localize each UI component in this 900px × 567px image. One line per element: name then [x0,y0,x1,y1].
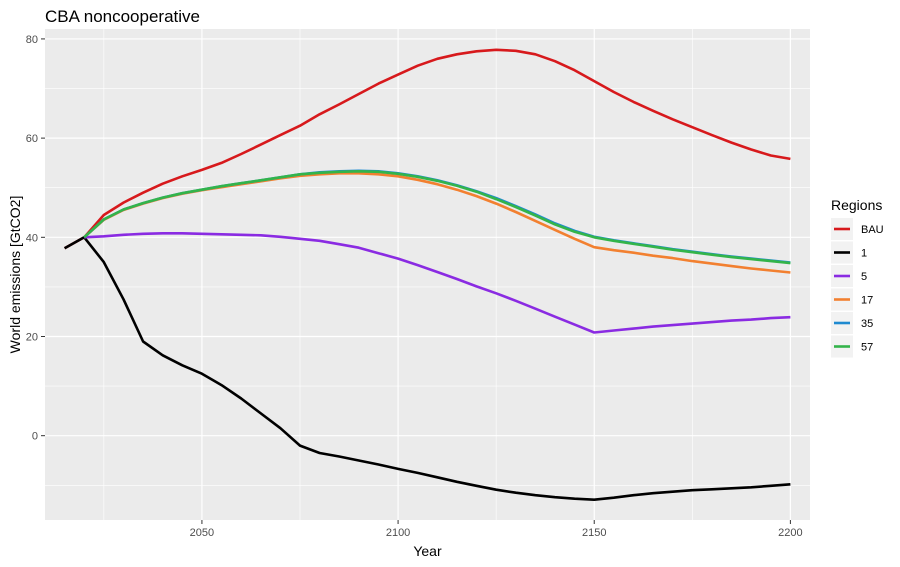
x-tick-label: 2100 [386,527,410,539]
series-line-1 [63,236,791,501]
minor-gridlines [45,29,810,520]
y-tick-label: 80 [26,34,38,46]
axis-ticks [41,38,791,524]
legend-label: BAU [861,224,884,236]
plot-panel [45,29,810,520]
y-axis-title: World emissions [GtCO2] [7,196,23,354]
legend-label: 1 [861,248,867,260]
x-axis-title: Year [413,543,442,559]
y-tick-label: 0 [32,431,38,443]
series-line-57 [83,170,791,265]
legend-items: BAU 1 5 17 35 57 [831,218,884,358]
series-layer [63,48,791,501]
chart-title: CBA noncooperative [45,7,200,26]
legend: Regions BAU 1 5 17 35 57 [831,197,884,358]
y-tick-label: 20 [26,331,38,343]
legend-label: 17 [861,295,873,307]
x-tick-labels: 2050 2100 2150 2200 [190,527,803,539]
y-tick-labels: 0 20 40 60 80 [26,34,38,443]
y-tick-label: 40 [26,232,38,244]
x-tick-label: 2200 [778,527,802,539]
y-tick-label: 60 [26,133,38,145]
legend-label: 35 [861,318,873,330]
legend-label: 5 [861,271,867,283]
x-tick-label: 2050 [190,527,214,539]
series-line-5 [84,232,791,334]
major-gridlines [45,29,810,520]
legend-title: Regions [831,197,882,213]
x-tick-label: 2150 [582,527,606,539]
legend-label: 57 [861,342,873,354]
series-line-BAU [63,48,791,250]
